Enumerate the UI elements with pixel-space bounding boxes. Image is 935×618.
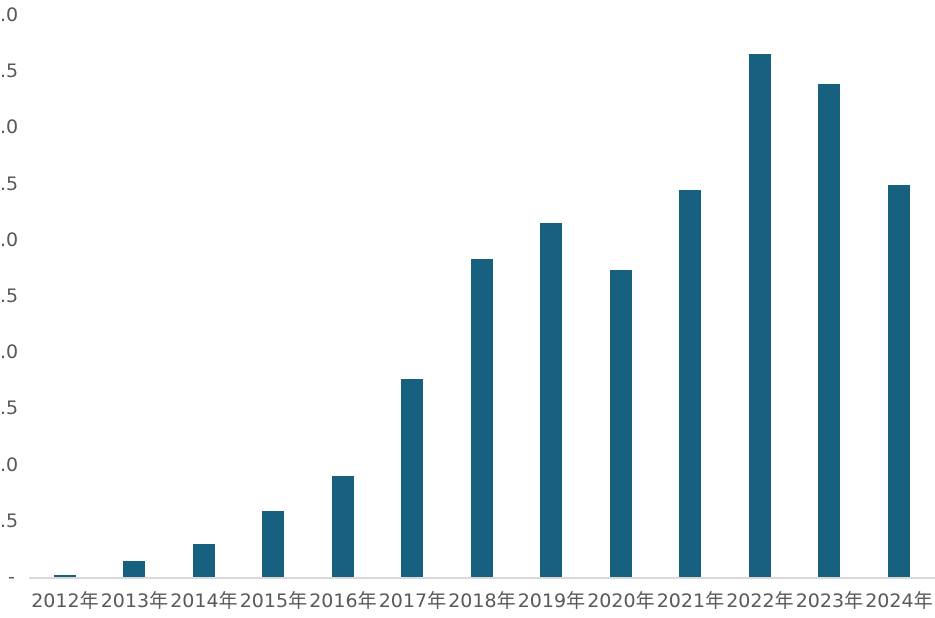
y-axis-tick-label: .0	[0, 228, 19, 251]
bar-2023年	[818, 83, 841, 577]
y-axis-tick-label: .0	[0, 4, 19, 26]
bar-2018年	[470, 258, 493, 577]
x-axis-label: 2024年	[865, 590, 933, 612]
y-axis-tick-label: .5	[0, 397, 19, 420]
bar-2022年	[748, 54, 771, 577]
y-axis-tick-label: .0	[0, 341, 19, 364]
x-axis-label: 2021年	[656, 590, 725, 612]
x-axis-label: 2015年	[239, 590, 308, 612]
bar-2016年	[331, 475, 354, 577]
x-axis-label: 2012年	[31, 590, 99, 612]
x-axis-label: 2019年	[517, 590, 586, 612]
bar-2015年	[262, 510, 285, 577]
x-axis-label: 2013年	[100, 590, 169, 612]
x-axis-label: 2020年	[587, 590, 655, 612]
x-axis-label: 2018年	[448, 590, 516, 612]
y-axis-tick-label: .5	[0, 172, 19, 195]
bar-2020年	[609, 270, 632, 577]
x-axis-label: 2023年	[795, 590, 864, 612]
x-axis-label: 2017年	[378, 590, 447, 612]
x-axis-label: 2014年	[170, 590, 238, 612]
y-axis-tick-label: .0	[0, 453, 19, 476]
x-axis-label: 2016年	[309, 590, 377, 612]
y-axis-tick-label: .0	[0, 116, 19, 139]
x-axis-line	[29, 577, 935, 579]
y-axis-tick-label: .5	[0, 509, 19, 532]
bar-2012年	[53, 574, 76, 577]
bar-2013年	[123, 561, 146, 577]
y-axis-tick-label: .5	[0, 60, 19, 83]
y-axis-tick-label: .5	[0, 285, 19, 307]
bar-2024年	[887, 184, 910, 577]
bar-2019年	[540, 222, 563, 577]
bar-2014年	[192, 544, 215, 577]
x-axis-label: 2022年	[726, 590, 794, 612]
bar-2021年	[679, 190, 702, 577]
bar-2017年	[401, 379, 424, 577]
y-axis-tick-label: -	[8, 566, 15, 588]
